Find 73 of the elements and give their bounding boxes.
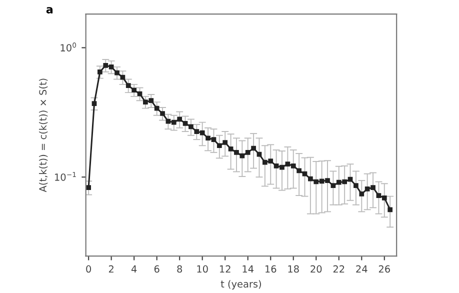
point <box>108 64 114 70</box>
x-tick-label: 4 <box>131 265 137 272</box>
point <box>280 164 284 170</box>
point <box>296 168 302 174</box>
point <box>285 162 290 167</box>
x-tick-label: 12 <box>220 265 230 272</box>
x-tick-label: 10 <box>197 265 208 273</box>
point <box>354 183 358 188</box>
point <box>86 185 91 190</box>
point <box>325 178 330 183</box>
point <box>330 183 336 188</box>
point <box>92 101 97 106</box>
text: a <box>46 7 53 14</box>
point <box>245 150 250 155</box>
point <box>302 171 308 176</box>
point <box>251 146 256 151</box>
point <box>290 163 296 168</box>
point <box>240 153 245 158</box>
point <box>382 195 387 200</box>
point <box>132 88 137 93</box>
point <box>274 163 279 168</box>
point <box>370 185 376 190</box>
point <box>388 207 393 212</box>
x-tick-label: 18 <box>288 265 299 273</box>
point <box>359 192 364 196</box>
x-tick-label: 14 <box>242 265 254 272</box>
point <box>103 62 108 68</box>
x-tick-label: 2 <box>108 265 114 272</box>
point <box>234 150 239 155</box>
point <box>348 176 353 182</box>
point <box>114 70 120 76</box>
point <box>206 136 210 141</box>
point <box>98 69 102 74</box>
x-tick-label: 26 <box>378 265 390 273</box>
point <box>194 129 200 134</box>
point <box>182 120 188 126</box>
x-tick-label: 22 <box>333 265 344 272</box>
point <box>256 152 262 157</box>
point <box>308 176 313 182</box>
y-tick-label: 10$^{0}$ <box>60 42 76 52</box>
point <box>228 146 234 152</box>
point <box>148 98 154 104</box>
point <box>364 186 370 192</box>
x-tick-label: 16 <box>266 265 276 273</box>
point <box>319 178 324 184</box>
x-tick-label: 6 <box>154 265 160 273</box>
point <box>177 116 182 122</box>
point <box>262 160 268 165</box>
point <box>222 140 228 145</box>
y-tick-label: 10$^{−1}$ <box>55 172 76 181</box>
x-axis-title: t (years) <box>220 280 261 290</box>
point <box>376 193 382 198</box>
point <box>160 111 165 116</box>
point <box>154 106 160 111</box>
x-tick-label: 20 <box>310 265 322 273</box>
point <box>171 120 176 125</box>
point <box>120 74 126 80</box>
point <box>314 179 319 184</box>
point <box>216 143 222 148</box>
point <box>268 158 274 164</box>
point <box>200 130 205 136</box>
y-axis-title: A(t,k(t)) = c(k(t)) × S(t) <box>38 78 48 192</box>
point <box>137 91 142 96</box>
x-tick-label: 24 <box>356 265 368 272</box>
point <box>143 100 148 104</box>
point <box>166 118 171 124</box>
point <box>188 124 194 130</box>
point <box>126 83 131 88</box>
x-tick-label: 0 <box>86 265 92 273</box>
point <box>211 137 216 142</box>
x-tick-label: 8 <box>177 265 182 273</box>
point <box>336 180 342 185</box>
point <box>342 179 348 184</box>
